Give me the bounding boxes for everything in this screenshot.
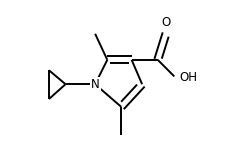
Text: N: N xyxy=(90,78,99,91)
Text: O: O xyxy=(161,15,170,29)
Text: OH: OH xyxy=(179,71,197,84)
